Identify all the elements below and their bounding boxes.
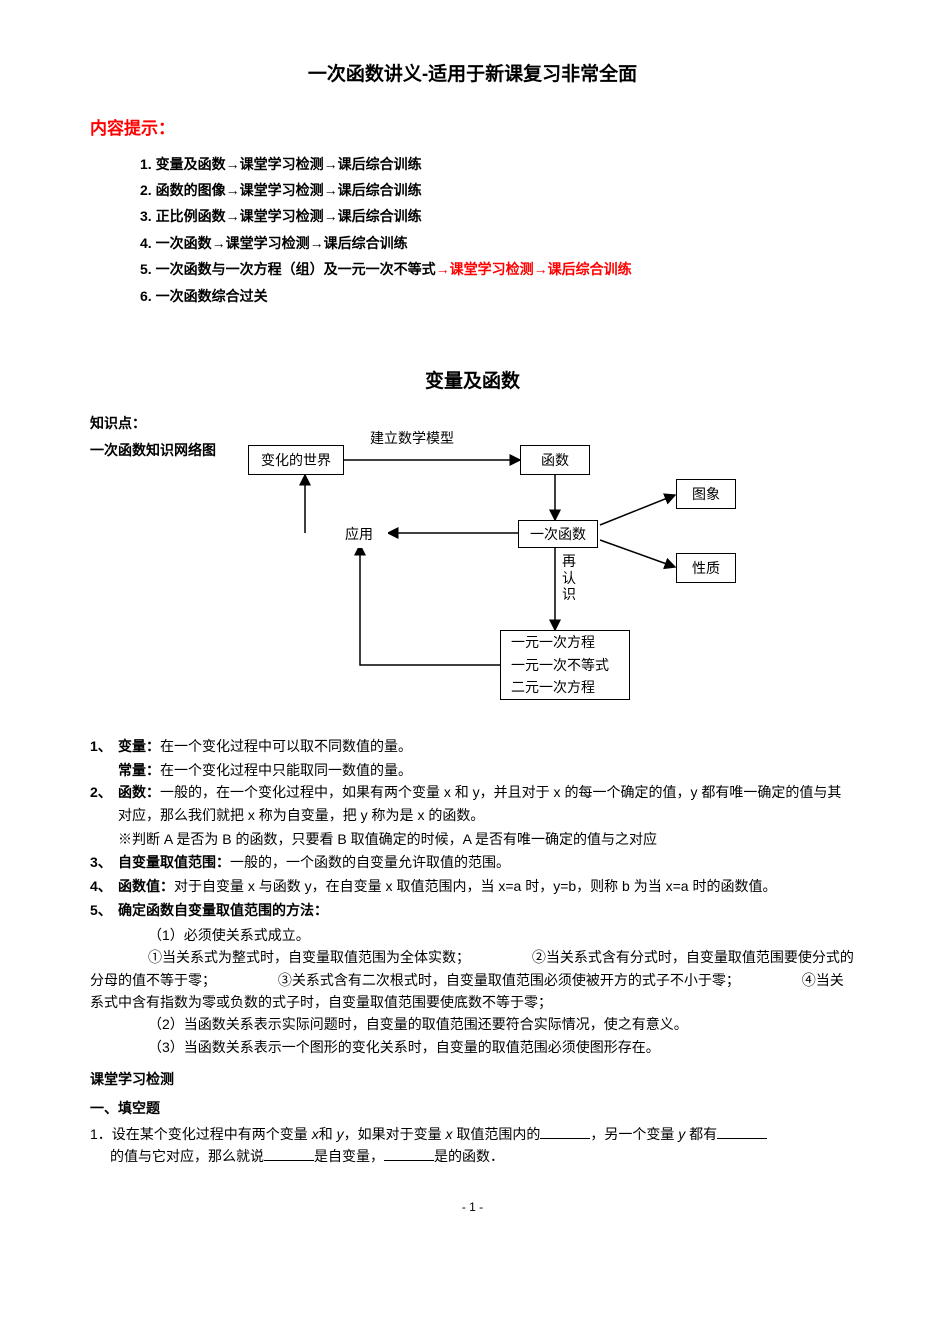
method-item: ①当关系式为整式时，自变量取值范围为全体实数； — [90, 949, 470, 965]
def-item: 1、变量：在一个变化过程中可以取不同数值的量。 — [90, 735, 855, 757]
method-item: ③关系式含有二次根式时，自变量取值范围必须使被开方的式子不小于零； — [220, 972, 740, 988]
toc-list: 1. 变量及函数→课堂学习检测→课后综合训练 2. 函数的图像→课堂学习检测→课… — [90, 153, 855, 307]
blank-field[interactable] — [717, 1125, 767, 1139]
toc-item: 1. 变量及函数→课堂学习检测→课后综合训练 — [140, 153, 855, 175]
toc-item: 4. 一次函数→课堂学习检测→课后综合训练 — [140, 232, 855, 254]
box-function: 函数 — [520, 445, 590, 475]
box-property: 性质 — [676, 553, 736, 583]
method-item: （3）当函数关系表示一个图形的变化关系时，自变量的取值范围必须使图形存在。 — [90, 1036, 855, 1058]
blank-field[interactable] — [264, 1147, 314, 1161]
method-item: （1）必须使关系式成立。 — [90, 924, 855, 946]
box-linear-function: 一次函数 — [518, 520, 598, 548]
toc-item: 6. 一次函数综合过关 — [140, 285, 855, 307]
label-rerecognize: 再 认 识 — [562, 553, 578, 603]
def-item: 3、自变量取值范围：一般的，一个函数的自变量允许取值的范围。 — [90, 851, 855, 873]
page-number: - 1 - — [90, 1198, 855, 1217]
box-equations: 一元一次方程 一元一次不等式 二元一次方程 — [500, 630, 630, 700]
toc-item: 3. 正比例函数→课堂学习检测→课后综合训练 — [140, 205, 855, 227]
definitions-list: 1、变量：在一个变化过程中可以取不同数值的量。 常量：在一个变化过程中只能取同一… — [90, 735, 855, 1058]
box-graph: 图象 — [676, 479, 736, 509]
classroom-test-label: 课堂学习检测 — [90, 1068, 855, 1090]
hint-label: 内容提示： — [90, 115, 855, 142]
box-changing-world: 变化的世界 — [248, 445, 344, 475]
def-extra: ※判断 A 是否为 B 的函数，只要看 B 取值确定的时候，A 是否有唯一确定的… — [90, 828, 855, 850]
blank-field[interactable] — [384, 1147, 434, 1161]
toc-item: 5. 一次函数与一次方程（组）及一元一次不等式→课堂学习检测→课后综合训练 — [140, 258, 855, 280]
knowledge-label: 知识点： — [90, 412, 855, 434]
blank-field[interactable] — [540, 1125, 590, 1139]
page-title: 一次函数讲义-适用于新课复习非常全面 — [90, 60, 855, 90]
fill-blank-label: 一、填空题 — [90, 1097, 855, 1119]
diagram-arrows — [90, 435, 850, 725]
question-1: 1．设在某个变化过程中有两个变量 x和 y，如果对于变量 x 取值范围内的，另一… — [90, 1123, 855, 1168]
def-item: 2、函数：一般的，在一个变化过程中，如果有两个变量 x 和 y，并且对于 x 的… — [90, 781, 855, 826]
knowledge-network-diagram: 一次函数知识网络图 建立数学模型 变化的世界 函数 一次函数 图象 性质 应用 … — [90, 435, 850, 725]
label-application: 应用 — [330, 520, 388, 548]
toc-item: 2. 函数的图像→课堂学习检测→课后综合训练 — [140, 179, 855, 201]
def-extra: 常量：在一个变化过程中只能取同一数值的量。 — [90, 759, 855, 781]
def-item: 4、函数值：对于自变量 x 与函数 y，在自变量 x 取值范围内，当 x=a 时… — [90, 875, 855, 897]
section-title: 变量及函数 — [90, 367, 855, 397]
method-item: （2）当函数关系表示实际问题时，自变量的取值范围还要符合实际情况，使之有意义。 — [90, 1013, 855, 1035]
def-item: 5、确定函数自变量取值范围的方法： — [90, 899, 855, 921]
